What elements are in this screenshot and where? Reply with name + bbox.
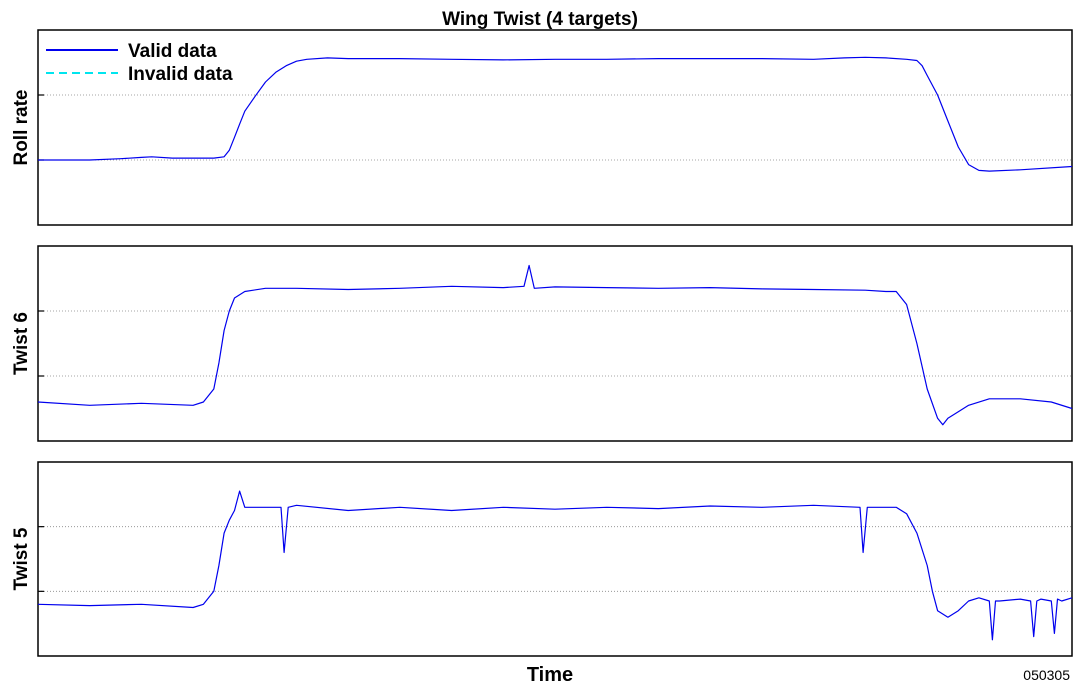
panel-frame — [37, 461, 1073, 657]
legend-label: Invalid data — [128, 64, 233, 85]
series-line-valid-data — [37, 490, 1073, 641]
panel-2: Twist 6 — [11, 245, 1073, 442]
panel-frame — [37, 29, 1073, 226]
panel-1: Roll rate — [11, 29, 1073, 226]
legend-label: Valid data — [128, 41, 217, 62]
x-axis-label: Time — [527, 664, 573, 686]
figure-code: 050305 — [1023, 667, 1070, 683]
y-axis-label: Twist 5 — [11, 527, 32, 590]
y-axis-label: Twist 6 — [11, 312, 32, 375]
y-axis-label: Roll rate — [11, 89, 32, 165]
chart-title: Wing Twist (4 targets) — [442, 9, 638, 30]
series-line-valid-data — [38, 56, 1073, 172]
panel-3: Twist 5 — [11, 461, 1073, 657]
panel-frame — [37, 245, 1073, 442]
series-line-valid-data — [37, 264, 1073, 426]
